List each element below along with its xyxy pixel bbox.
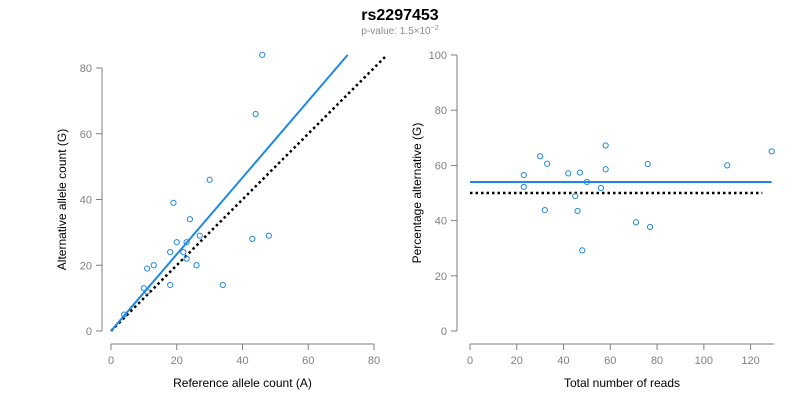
- panel-2-data-point: [583, 178, 591, 186]
- panel-1-data-point: [144, 288, 151, 295]
- panel-1-data-point: [186, 216, 193, 223]
- panel-2-x-tick-label: 40: [557, 355, 569, 367]
- panel-1-data-point: [219, 281, 226, 289]
- panel-2-data-point: [644, 160, 651, 168]
- panel-2-x-tick-label: 0: [467, 355, 473, 367]
- panel-1-y-tick-label: 20: [80, 260, 92, 272]
- panel-2-data-point: [565, 170, 572, 177]
- panel-2-data-point: [541, 207, 548, 214]
- panel-2-data-point: [646, 223, 654, 231]
- panel-1-y-tick-label: 0: [86, 326, 92, 338]
- panel-1-reference-line: [110, 53, 389, 332]
- panel-1-data-point: [252, 110, 259, 118]
- panel-1-x-tick-label: 40: [236, 355, 248, 367]
- panel-1-data-point: [265, 232, 272, 239]
- panel-2-y-axis-label: Percentage alternative (G): [410, 123, 424, 264]
- panel-1-data-point: [144, 265, 151, 272]
- chart-title: rs2297453: [361, 7, 439, 24]
- panel-1-data-point: [167, 249, 174, 256]
- panel-2-data-point: [520, 171, 527, 179]
- panel-2-data-point: [537, 153, 544, 160]
- panel-1-data-point: [180, 249, 187, 256]
- panel-1-y-axis-label: Alternative allele count (G): [55, 129, 69, 270]
- panel-2-data-point: [602, 142, 609, 149]
- panel-1-data-point: [140, 285, 147, 292]
- panel-1-fit-line: [110, 54, 349, 332]
- panel-1-data-point: [196, 232, 203, 239]
- panel-1-data-point: [170, 199, 177, 206]
- panel-2-y-tick-label: 40: [435, 216, 447, 228]
- panel-2-y-tick-label: 60: [435, 160, 447, 172]
- subtitle-prefix: p-value: 1.5×10: [361, 26, 431, 37]
- panel-2-data-point: [572, 192, 579, 200]
- panel-1-data-point: [249, 235, 256, 243]
- panel-2-x-tick-label: 20: [511, 355, 523, 367]
- panel-1-data-point: [150, 262, 157, 269]
- scatter-panel-allele-counts: 0 20 40 60 80 0 20 40 60 80 Reference allele count…: [55, 51, 389, 390]
- panel-2-x-tick-label: 80: [651, 355, 663, 367]
- panel-1-data-point: [121, 311, 128, 318]
- panel-1-x-axis-label: Reference allele count (A): [173, 376, 312, 390]
- panel-1-data-point: [206, 176, 213, 183]
- panel-1-data-point: [193, 262, 200, 269]
- panel-2-data-point: [632, 219, 640, 226]
- panel-2-data-point: [597, 184, 605, 192]
- panel-1-y-tick-label: 80: [80, 63, 92, 75]
- panel-2-x-tick-label: 120: [741, 355, 759, 367]
- panel-1-data-point: [259, 51, 266, 58]
- subtitle-exponent: −2: [431, 25, 439, 32]
- panel-2-data-point: [724, 162, 731, 169]
- panel-1-data-point: [183, 239, 190, 246]
- panel-2-data-point: [544, 160, 551, 167]
- panel-2-x-axis-label: Total number of reads: [564, 376, 680, 390]
- panel-2-data-point: [576, 169, 584, 176]
- panel-2-data-point: [602, 166, 609, 173]
- chart-subtitle: p-value: 1.5×10−2: [361, 25, 438, 37]
- panel-1-data-point: [167, 281, 174, 289]
- panel-1-x-tick-label: 60: [302, 355, 314, 367]
- panel-1-data-point: [173, 239, 180, 246]
- panel-2-data-point: [520, 183, 527, 191]
- panel-2-y-tick-label: 20: [435, 271, 447, 283]
- panel-2-y-tick-label: 100: [429, 50, 447, 62]
- panel-2-x-tick-label: 100: [695, 355, 713, 367]
- panel-1-x-tick-label: 80: [368, 355, 380, 367]
- panel-2-data-point: [579, 247, 586, 254]
- scatter-panel-percentage: 0 20 40 60 80 100 0 20 40 60 80 100 120 Total number …: [410, 50, 775, 390]
- panel-2-y-tick-label: 0: [441, 326, 447, 338]
- panel-1-y-tick-label: 60: [80, 129, 92, 141]
- panel-1-data-point: [183, 255, 190, 262]
- panel-2-x-tick-label: 60: [604, 355, 616, 367]
- panel-1-x-tick-label: 0: [108, 355, 114, 367]
- panel-1-x-tick-label: 20: [171, 355, 183, 367]
- panel-2-data-point: [768, 148, 775, 155]
- panel-2-y-tick-label: 80: [435, 105, 447, 117]
- panel-2-data-point: [574, 207, 581, 215]
- panel-1-y-tick-label: 40: [80, 195, 92, 207]
